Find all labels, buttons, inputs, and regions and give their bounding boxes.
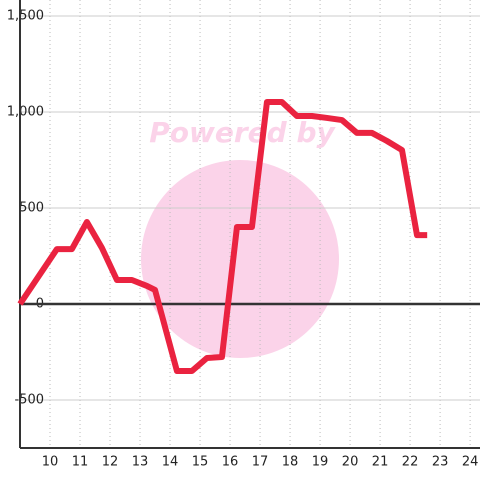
x-tick-label: 13 — [132, 455, 149, 470]
x-tick-label: 12 — [102, 455, 119, 470]
x-tick-label: 21 — [372, 455, 389, 470]
y-tick-label: 1,500 — [7, 9, 44, 24]
x-tick-label: 23 — [432, 455, 449, 470]
watermark: Powered by — [149, 116, 336, 149]
x-tick-label: 18 — [282, 455, 299, 470]
y-tick-label: 1,000 — [7, 105, 44, 120]
x-tick-label: 10 — [42, 455, 59, 470]
x-tick-label: 16 — [222, 455, 239, 470]
x-tick-label: 11 — [72, 455, 89, 470]
x-tick-label: 17 — [252, 455, 269, 470]
watermark-logo — [141, 160, 339, 358]
y-tick-label: -500 — [14, 393, 44, 408]
line — [17, 99, 428, 375]
x-tick-label: 19 — [312, 455, 329, 470]
x-tick-label: 24 — [462, 455, 479, 470]
x-tick-label: 20 — [342, 455, 359, 470]
y-tick-label: 500 — [19, 201, 44, 216]
x-tick-label: 14 — [162, 455, 179, 470]
x-tick-label: 22 — [402, 455, 419, 470]
x-tick-label: 15 — [192, 455, 209, 470]
